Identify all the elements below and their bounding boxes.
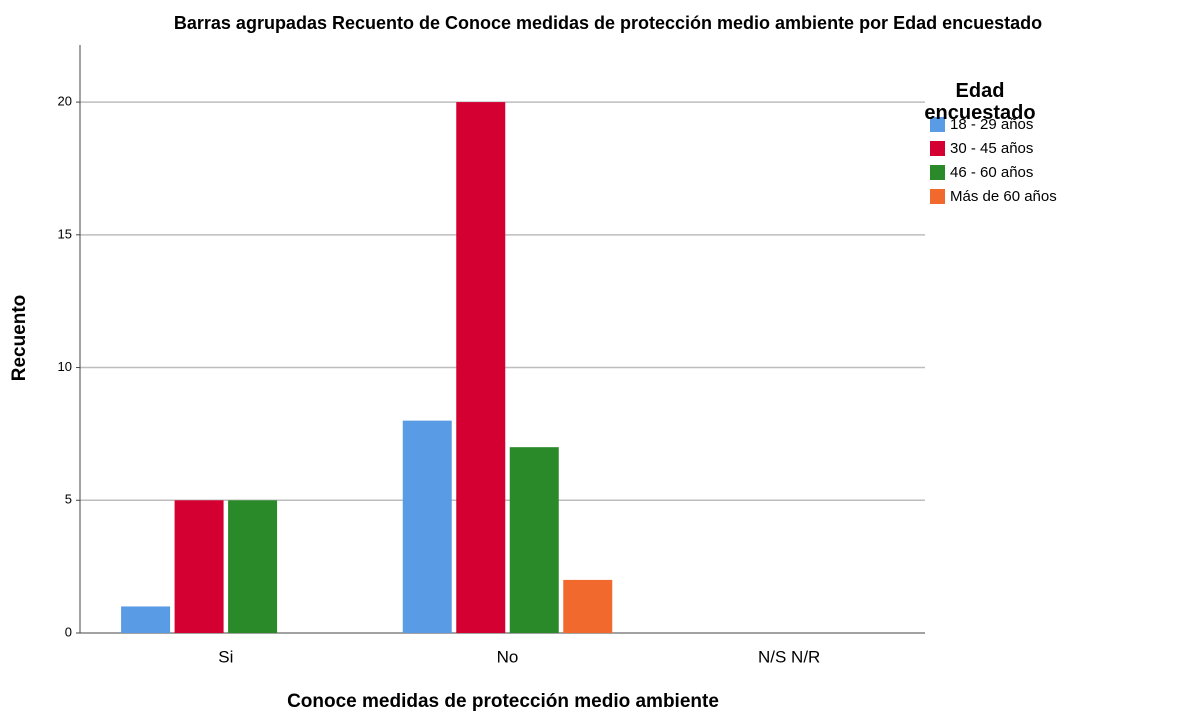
bar xyxy=(456,102,506,633)
x-tick-label: Si xyxy=(218,647,233,666)
legend-swatch xyxy=(930,141,945,156)
bar xyxy=(174,500,224,633)
bar xyxy=(228,500,278,633)
legend-swatch xyxy=(930,165,945,180)
bar xyxy=(563,579,613,633)
y-tick-label: 0 xyxy=(65,624,72,639)
y-tick-label: 20 xyxy=(58,94,72,109)
y-tick-label: 15 xyxy=(58,226,72,241)
y-tick-label: 10 xyxy=(58,359,72,374)
legend-swatch xyxy=(930,189,945,204)
x-tick-label: No xyxy=(497,647,519,666)
x-axis-title: Conoce medidas de protección medio ambie… xyxy=(287,691,719,712)
x-tick-label: N/S N/R xyxy=(758,647,820,666)
legend-swatch xyxy=(930,117,945,132)
legend-label: 18 - 29 años xyxy=(950,116,1033,133)
bar xyxy=(509,447,559,633)
chart-title: Barras agrupadas Recuento de Conoce medi… xyxy=(174,13,1042,33)
legend-title: Edad encuestado xyxy=(924,80,1036,124)
bar xyxy=(121,606,171,633)
legend-label: Más de 60 años xyxy=(950,188,1057,205)
y-tick-label: 5 xyxy=(65,492,72,507)
legend-label: 46 - 60 años xyxy=(950,164,1033,181)
y-axis-title: Recuento xyxy=(9,295,30,382)
legend-label: 30 - 45 años xyxy=(950,140,1033,157)
bar xyxy=(402,420,452,633)
